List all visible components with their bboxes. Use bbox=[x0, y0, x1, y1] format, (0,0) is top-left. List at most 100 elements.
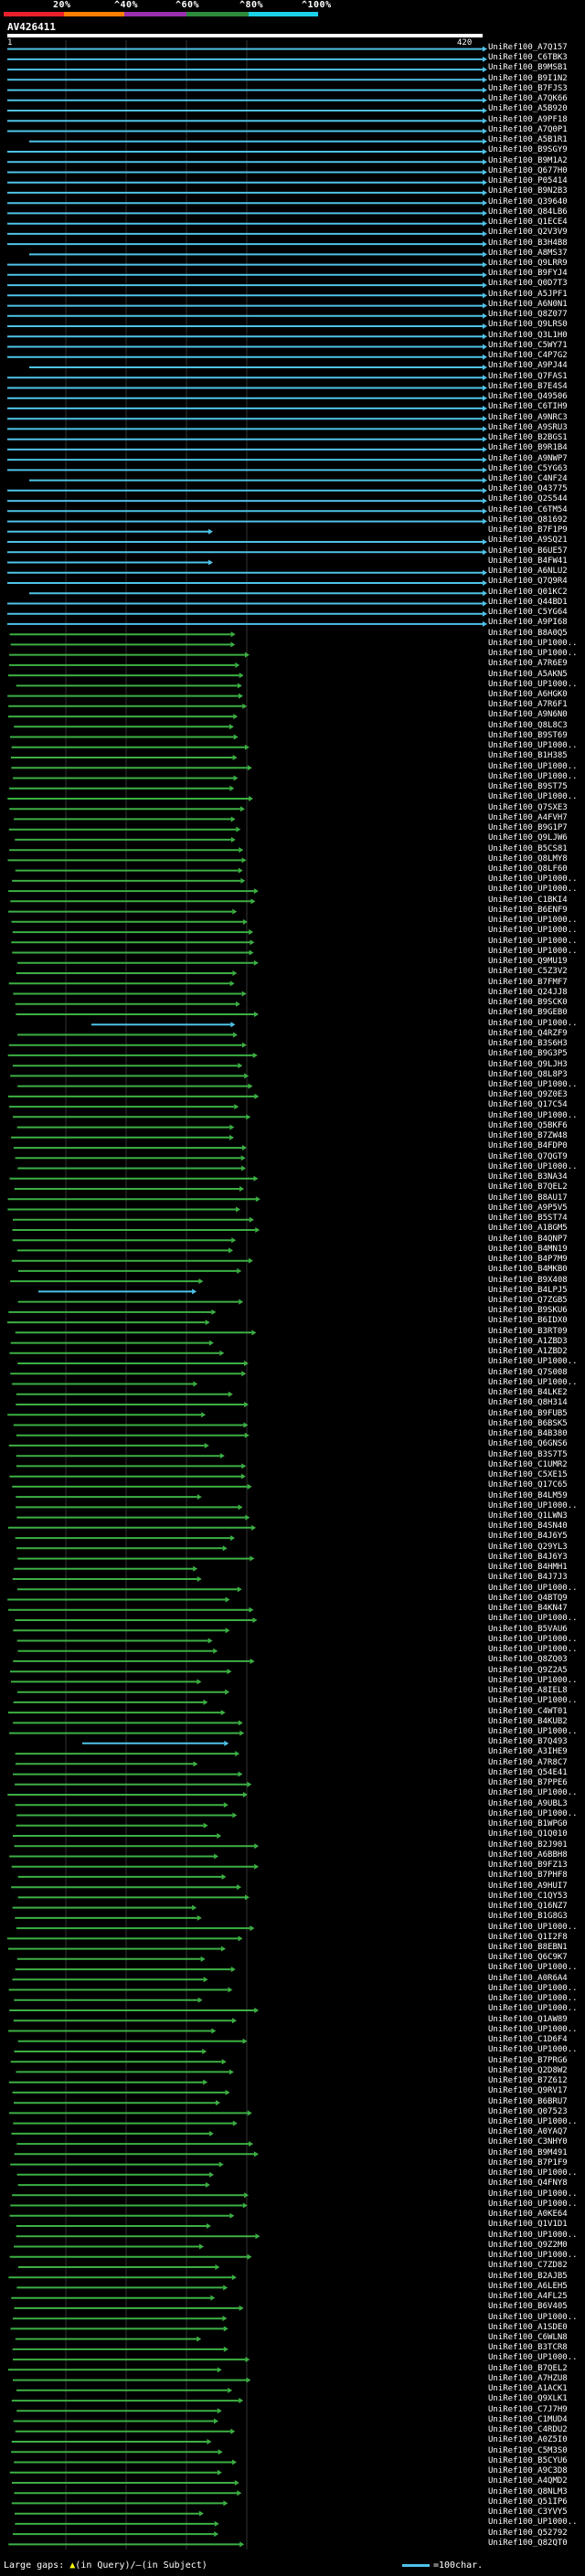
hit-label[interactable]: UniRef100_B9M491 bbox=[488, 2147, 568, 2157]
hit-label[interactable]: UniRef100_A9P5V5 bbox=[488, 1203, 568, 1213]
hit-label[interactable]: UniRef100_C1BKI4 bbox=[488, 895, 568, 905]
hit-label[interactable]: UniRef100_A7R6F1 bbox=[488, 700, 568, 710]
hit-label[interactable]: UniRef100_A4FVH7 bbox=[488, 812, 568, 822]
hit-label[interactable]: UniRef100_Q39640 bbox=[488, 196, 568, 207]
hit-label[interactable]: UniRef100_Q8NLM3 bbox=[488, 2486, 568, 2496]
hit-label[interactable]: UniRef100_Q8LMY8 bbox=[488, 853, 568, 864]
hit-label[interactable]: UniRef100_A9HUI7 bbox=[488, 1881, 568, 1891]
hit-label[interactable]: UniRef100_B9SGY9 bbox=[488, 145, 568, 155]
hit-label[interactable]: UniRef100_C4WT01 bbox=[488, 1706, 568, 1716]
hit-label[interactable]: UniRef100_B4FDP0 bbox=[488, 1141, 568, 1151]
hit-label[interactable]: UniRef100_B1WPG0 bbox=[488, 1819, 568, 1829]
hit-label[interactable]: UniRef100_A5JPF1 bbox=[488, 289, 568, 299]
hit-label[interactable]: UniRef100_Q2V3V9 bbox=[488, 228, 568, 238]
hit-label[interactable]: UniRef100_A4FL25 bbox=[488, 2292, 568, 2302]
hit-label[interactable]: UniRef100_UP1000.. bbox=[488, 2251, 578, 2261]
hit-label[interactable]: UniRef100_A1ZBD2 bbox=[488, 1347, 568, 1357]
hit-label[interactable]: UniRef100_UP1000.. bbox=[488, 2189, 578, 2199]
hit-label[interactable]: UniRef100_A9UBL3 bbox=[488, 1798, 568, 1808]
hit-label[interactable]: UniRef100_Q5BKF6 bbox=[488, 1120, 568, 1130]
hit-label[interactable]: UniRef100_UP1000.. bbox=[488, 1963, 578, 1973]
hit-label[interactable]: UniRef100_A9N6N0 bbox=[488, 710, 568, 720]
hit-label[interactable]: UniRef100_B7P1F9 bbox=[488, 2157, 568, 2168]
hit-label[interactable]: UniRef100_Q07523 bbox=[488, 2106, 568, 2116]
hit-label[interactable]: UniRef100_C5XE15 bbox=[488, 1470, 568, 1480]
hit-label[interactable]: UniRef100_UP1000.. bbox=[488, 2117, 578, 2127]
hit-label[interactable]: UniRef100_B6IDX0 bbox=[488, 1316, 568, 1326]
hit-label[interactable]: UniRef100_B7PRG6 bbox=[488, 2055, 568, 2065]
hit-label[interactable]: UniRef100_UP1000.. bbox=[488, 649, 578, 659]
hit-label[interactable]: UniRef100_UP1000.. bbox=[488, 761, 578, 771]
hit-label[interactable]: UniRef100_B4J6Y5 bbox=[488, 1532, 568, 1542]
hit-label[interactable]: UniRef100_B8A0Q5 bbox=[488, 628, 568, 638]
hit-label[interactable]: UniRef100_A7HZU8 bbox=[488, 2373, 568, 2383]
hit-label[interactable]: UniRef100_P05414 bbox=[488, 176, 568, 186]
hit-label[interactable]: UniRef100_A1ACK1 bbox=[488, 2384, 568, 2394]
hit-label[interactable]: UniRef100_B4B380 bbox=[488, 1429, 568, 1439]
hit-label[interactable]: UniRef100_A5B920 bbox=[488, 104, 568, 114]
hit-label[interactable]: UniRef100_B7F1P9 bbox=[488, 525, 568, 535]
hit-label[interactable]: UniRef100_C4RDU2 bbox=[488, 2425, 568, 2435]
hit-label[interactable]: UniRef100_B6UE57 bbox=[488, 546, 568, 556]
hit-label[interactable]: UniRef100_B9FYJ4 bbox=[488, 269, 568, 279]
hit-label[interactable]: UniRef100_A5B1R1 bbox=[488, 135, 568, 145]
hit-label[interactable]: UniRef100_Q3L1H0 bbox=[488, 330, 568, 340]
hit-label[interactable]: UniRef100_B4QNP7 bbox=[488, 1234, 568, 1244]
hit-label[interactable]: UniRef100_B5ST74 bbox=[488, 1214, 568, 1224]
hit-label[interactable]: UniRef100_UP1000.. bbox=[488, 2230, 578, 2240]
hit-label[interactable]: UniRef100_A0KE64 bbox=[488, 2210, 568, 2220]
hit-label[interactable]: UniRef100_Q2S544 bbox=[488, 494, 568, 504]
hit-label[interactable]: UniRef100_B7FMF7 bbox=[488, 977, 568, 987]
hit-label[interactable]: UniRef100_B8AU17 bbox=[488, 1193, 568, 1203]
hit-label[interactable]: UniRef100_B6ENF9 bbox=[488, 905, 568, 915]
hit-label[interactable]: UniRef100_UP1000.. bbox=[488, 2024, 578, 2034]
hit-label[interactable]: UniRef100_Q2D8W2 bbox=[488, 2065, 568, 2075]
hit-label[interactable]: UniRef100_UP1000.. bbox=[488, 792, 578, 802]
hit-label[interactable]: UniRef100_A9PF18 bbox=[488, 114, 568, 124]
hit-label[interactable]: UniRef100_C6TIH9 bbox=[488, 402, 568, 412]
hit-label[interactable]: UniRef100_B6V405 bbox=[488, 2302, 568, 2312]
hit-label[interactable]: UniRef100_Q54E41 bbox=[488, 1767, 568, 1777]
hit-label[interactable]: UniRef100_C3NHY0 bbox=[488, 2137, 568, 2147]
hit-label[interactable]: UniRef100_C5WY71 bbox=[488, 340, 568, 350]
hit-label[interactable]: UniRef100_A6NLU2 bbox=[488, 567, 568, 577]
hit-label[interactable]: UniRef100_UP1000.. bbox=[488, 1675, 578, 1685]
hit-label[interactable]: UniRef100_B7QEL2 bbox=[488, 2363, 568, 2373]
hit-label[interactable]: UniRef100_A0YAQ7 bbox=[488, 2127, 568, 2137]
hit-label[interactable]: UniRef100_B3S7T5 bbox=[488, 1449, 568, 1459]
hit-label[interactable]: UniRef100_Q7FAS1 bbox=[488, 371, 568, 381]
hit-label[interactable]: UniRef100_Q9Z2A5 bbox=[488, 1665, 568, 1675]
hit-label[interactable]: UniRef100_A9PJ44 bbox=[488, 361, 568, 371]
hit-label[interactable]: UniRef100_B5VAU6 bbox=[488, 1624, 568, 1634]
hit-label[interactable]: UniRef100_Q1ECE4 bbox=[488, 217, 568, 228]
hit-label[interactable]: UniRef100_C5Z3V2 bbox=[488, 967, 568, 977]
hit-label[interactable]: UniRef100_Q9LRR9 bbox=[488, 258, 568, 268]
hit-label[interactable]: UniRef100_UP1000.. bbox=[488, 1357, 578, 1367]
hit-label[interactable]: UniRef100_B4FW41 bbox=[488, 556, 568, 566]
hit-label[interactable]: UniRef100_Q7S008 bbox=[488, 1367, 568, 1377]
hit-label[interactable]: UniRef100_B9SKU6 bbox=[488, 1306, 568, 1316]
hit-label[interactable]: UniRef100_UP1000.. bbox=[488, 1994, 578, 2004]
hit-label[interactable]: UniRef100_B9ST75 bbox=[488, 782, 568, 792]
hit-label[interactable]: UniRef100_UP1000.. bbox=[488, 1726, 578, 1736]
hit-label[interactable]: UniRef100_UP1000.. bbox=[488, 1614, 578, 1624]
hit-label[interactable]: UniRef100_Q24JJ8 bbox=[488, 987, 568, 997]
hit-label[interactable]: UniRef100_B9R1B4 bbox=[488, 443, 568, 453]
hit-label[interactable]: UniRef100_UP1000.. bbox=[488, 885, 578, 895]
hit-label[interactable]: UniRef100_Q81692 bbox=[488, 514, 568, 525]
hit-label[interactable]: UniRef100_B1G8G3 bbox=[488, 1912, 568, 1922]
hit-label[interactable]: UniRef100_C1UMR2 bbox=[488, 1459, 568, 1469]
hit-label[interactable]: UniRef100_Q9LRS0 bbox=[488, 320, 568, 330]
hit-label[interactable]: UniRef100_B2J901 bbox=[488, 1839, 568, 1850]
hit-label[interactable]: UniRef100_Q9MU19 bbox=[488, 957, 568, 967]
hit-label[interactable]: UniRef100_A7QK66 bbox=[488, 94, 568, 104]
hit-label[interactable]: UniRef100_B7QEL2 bbox=[488, 1182, 568, 1193]
hit-label[interactable]: UniRef100_B4KUB2 bbox=[488, 1716, 568, 1726]
hit-label[interactable]: UniRef100_B8EBN1 bbox=[488, 1942, 568, 1952]
hit-label[interactable]: UniRef100_Q9RV17 bbox=[488, 2086, 568, 2096]
hit-label[interactable]: UniRef100_Q52792 bbox=[488, 2528, 568, 2538]
hit-label[interactable]: UniRef100_UP1000.. bbox=[488, 1161, 578, 1171]
hit-label[interactable]: UniRef100_UP1000.. bbox=[488, 1110, 578, 1120]
hit-label[interactable]: UniRef100_Q7SXE3 bbox=[488, 802, 568, 812]
hit-label[interactable]: UniRef100_B9MSB1 bbox=[488, 63, 568, 73]
